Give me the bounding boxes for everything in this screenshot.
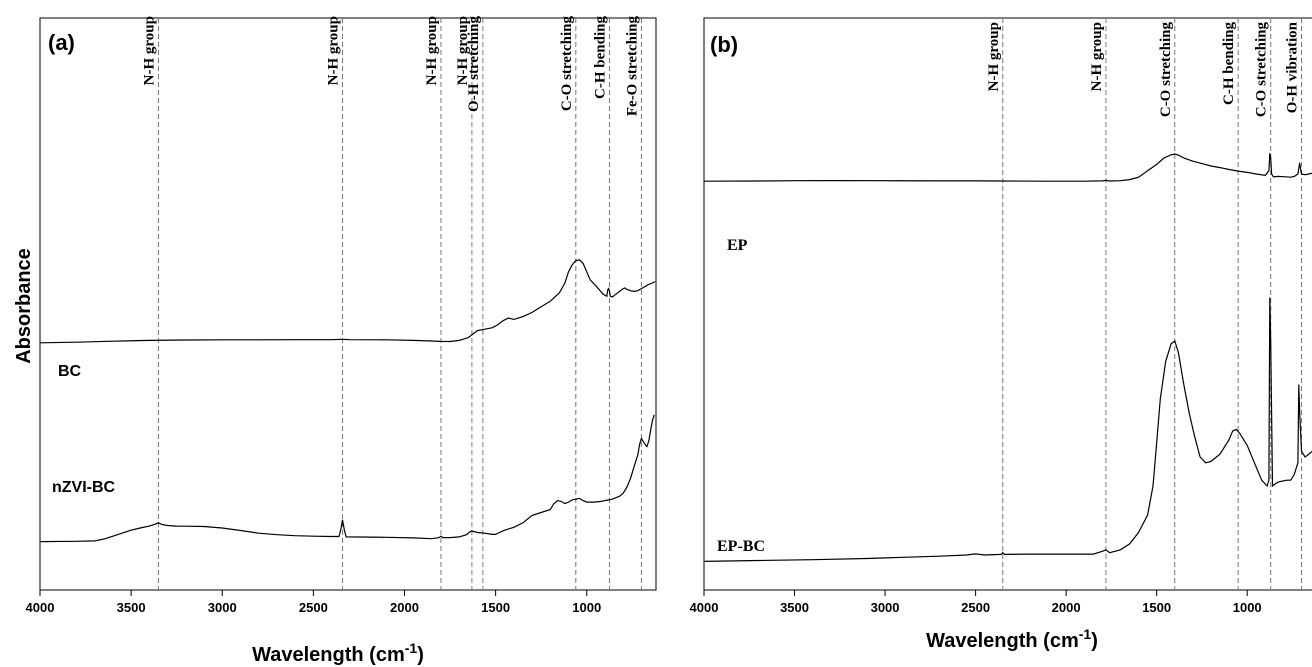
panel-b-curves (703, 153, 1312, 562)
peak-annotation: O-H vibration (1285, 21, 1301, 113)
x-tick-label: 3000 (871, 600, 900, 615)
peak-annotation: N-H group (141, 16, 157, 85)
panel-a-x-axis: 4000 3500 3000 2500 2000 1500 1000 (26, 590, 601, 615)
peak-annotation: N-H group (424, 16, 440, 85)
x-tick-label: 2500 (299, 600, 328, 615)
panel-a-curves (39, 259, 656, 543)
series-line-ep-bc (703, 297, 1312, 562)
x-tick-label: 1000 (1233, 600, 1262, 615)
peak-annotation: N-H group (1089, 22, 1105, 91)
peak-annotation: N-H group (986, 22, 1002, 91)
series-line-nzvi-bc (39, 414, 655, 543)
peak-annotation: C-H bending (1221, 22, 1237, 105)
x-tick-label: 4000 (690, 600, 719, 615)
peak-annotation: C-O stretching (559, 16, 575, 112)
series-label-bc: BC (58, 363, 82, 380)
panel-a-y-axis-title: Absorbance (13, 248, 35, 364)
x-tick-label: 1500 (481, 600, 510, 615)
x-tick-label: 2000 (390, 600, 419, 615)
peak-annotation: Fe-O stretching (624, 16, 640, 117)
panel-a-label: (a) (48, 30, 75, 55)
panel-b-xlabel-sup: -1 (1079, 626, 1092, 642)
panel-b-xlabel-main: Wavelength (cm (926, 630, 1079, 652)
x-tick-label: 3500 (780, 600, 809, 615)
series-line-bc (39, 259, 656, 344)
series-label-ep-bc: EP-BC (717, 538, 765, 555)
peak-annotation: C-H bending (593, 16, 609, 99)
panel-a-reference-lines (157, 18, 642, 590)
panel-b: N-H group N-H group C-O stretching C-H bend… (690, 17, 1312, 652)
panel-a: N-H group N-H group N-H group N-H groupO-H … (13, 16, 657, 666)
panel-a-plot-frame (39, 17, 657, 591)
peak-annotation: O-H stretching (466, 16, 482, 112)
peak-annotation: N-H group (326, 16, 342, 85)
panel-b-xlabel-close: ) (1091, 630, 1098, 652)
peak-annotation: C-O stretching (1158, 22, 1174, 118)
panel-a-xlabel-close: ) (417, 644, 424, 666)
peak-annotation: N-H group (455, 16, 471, 85)
panel-a-xlabel-main: Wavelength (cm (252, 644, 405, 666)
peak-annotation: C-O stretching (1254, 22, 1270, 118)
panel-a-annotations: N-H group N-H group N-H group N-H groupO-H … (141, 16, 640, 117)
panel-b-annotations: N-H group N-H group C-O stretching C-H bend… (986, 21, 1301, 117)
series-line-ep (703, 153, 1312, 182)
panel-a-xlabel-sup: -1 (405, 640, 418, 656)
panel-b-reference-lines (1002, 18, 1303, 590)
panel-a-x-axis-title: Wavelength (cm-1) (252, 640, 424, 666)
x-tick-label: 3500 (117, 600, 146, 615)
series-label-nzvi-bc: nZVI-BC (52, 479, 116, 496)
x-tick-label: 2500 (961, 600, 990, 615)
panel-b-x-axis-title: Wavelength (cm-1) (926, 626, 1098, 652)
x-tick-label: 4000 (26, 600, 55, 615)
x-tick-label: 3000 (208, 600, 237, 615)
panel-b-plot-frame (703, 17, 1312, 591)
panel-b-label: (b) (710, 32, 738, 57)
panel-b-x-axis: 4000 3500 3000 2500 2000 1500 1000 (690, 590, 1262, 615)
x-tick-label: 1000 (572, 600, 601, 615)
series-label-ep: EP (727, 237, 748, 254)
x-tick-label: 2000 (1052, 600, 1081, 615)
x-tick-label: 1500 (1142, 600, 1171, 615)
